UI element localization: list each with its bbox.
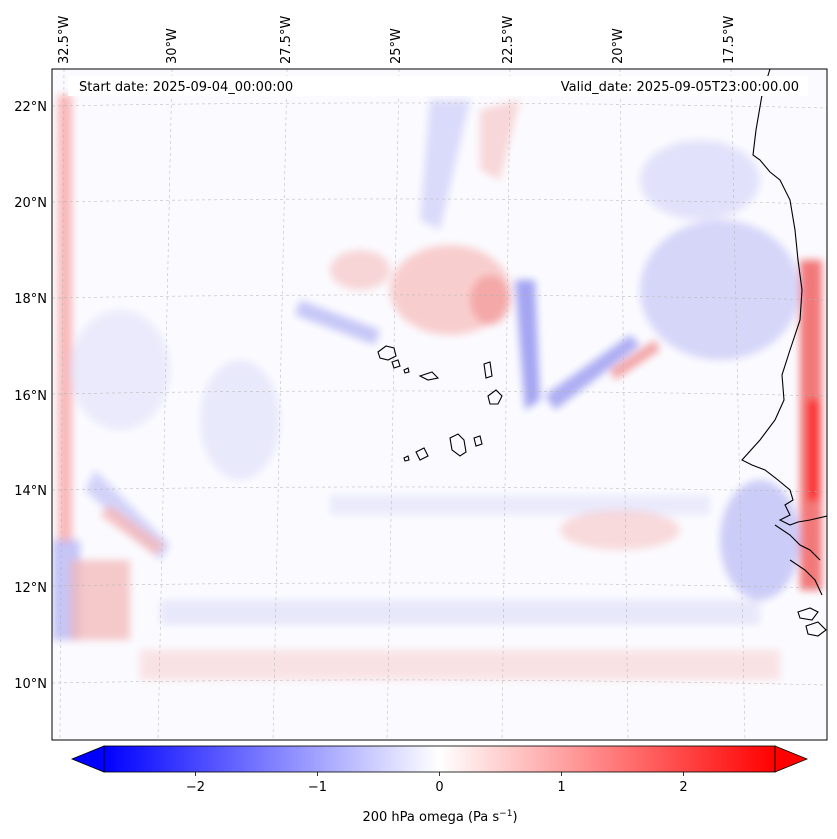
- omega-field: [52, 95, 822, 680]
- meridian-line: [730, 68, 746, 741]
- colorbar-tick-label: 0: [435, 780, 443, 795]
- parallel-line: [51, 294, 828, 301]
- colorbar-gradient: [103, 745, 776, 773]
- map-frame: [51, 68, 828, 741]
- lon-label: 32.5°W: [57, 16, 72, 64]
- colorbar-label: 200 hPa omega (Pa s−1): [362, 809, 517, 825]
- field-patch: [545, 335, 640, 410]
- colorbar-ticks: −2 −1 0 1 2: [186, 772, 688, 795]
- meridian-line: [59, 68, 65, 741]
- meridian-line: [157, 68, 173, 741]
- gridlines: [51, 68, 828, 741]
- island-santa-luzia: [403, 367, 410, 374]
- lon-label: 27.5°W: [279, 16, 294, 64]
- parallel-line: [51, 198, 828, 205]
- field-patch: [610, 340, 660, 380]
- lat-label: 10°N: [14, 677, 47, 692]
- lon-label: 30°W: [165, 28, 180, 64]
- lat-label: 12°N: [14, 581, 47, 596]
- lon-label: 25°W: [389, 28, 404, 64]
- field-patch: [58, 95, 72, 545]
- island-maio: [473, 435, 483, 447]
- island-santiago: [449, 433, 467, 457]
- latitude-labels: 22°N 20°N 18°N 16°N 14°N 12°N 10°N: [14, 100, 47, 692]
- field-patch: [640, 220, 800, 360]
- field-patch: [330, 250, 390, 290]
- island-sao-nicolau: [418, 371, 440, 381]
- field-patch: [200, 360, 280, 480]
- lat-label: 18°N: [14, 292, 47, 307]
- island-brava: [403, 455, 410, 462]
- valid-date-label: Valid_date: 2025-09-05T23:00:00.00: [561, 80, 799, 95]
- lat-label: 16°N: [14, 389, 47, 404]
- field-patch: [560, 510, 680, 550]
- lon-label: 20°W: [611, 28, 626, 64]
- colorbar-tick-label: −1: [308, 780, 327, 795]
- field-patch: [640, 140, 760, 220]
- field-patch: [515, 280, 540, 410]
- map-header-strip: [68, 76, 808, 96]
- parallel-line: [51, 102, 828, 109]
- colorbar-min-extend: [70, 745, 105, 773]
- parallel-line: [51, 486, 828, 493]
- bijagos-islands: [797, 607, 819, 621]
- colorbar-tick-label: 2: [679, 780, 687, 795]
- lon-label: 22.5°W: [501, 16, 516, 64]
- field-patch: [295, 300, 380, 345]
- parallel-line: [51, 390, 828, 397]
- field-patch: [720, 480, 800, 600]
- longitude-labels: 32.5°W 30°W 27.5°W 25°W 22.5°W 20°W 17.5…: [57, 16, 737, 64]
- island-santo-antao: [377, 345, 397, 361]
- island-sao-vicente: [391, 359, 401, 369]
- field-patch: [420, 100, 470, 230]
- colorbar-tick-label: 1: [557, 780, 565, 795]
- meridian-line: [501, 68, 511, 741]
- field-patch: [808, 400, 818, 500]
- lat-label: 14°N: [14, 484, 47, 499]
- lon-label: 17.5°W: [722, 16, 737, 64]
- island-fogo: [415, 447, 429, 461]
- field-patch: [330, 495, 710, 515]
- coastlines: [377, 69, 827, 637]
- colorbar-max-extend: [774, 745, 809, 773]
- lat-label: 22°N: [14, 100, 47, 115]
- field-patch: [470, 275, 510, 325]
- meridian-line: [386, 68, 400, 741]
- meridian-line: [272, 68, 288, 741]
- colorbar-tick-label: −2: [186, 780, 205, 795]
- field-patch: [70, 310, 170, 430]
- field-patch: [480, 100, 520, 180]
- field-patch: [100, 505, 165, 555]
- guinea-bissau-coastline: [789, 559, 823, 596]
- lat-label: 20°N: [14, 196, 47, 211]
- start-date-label: Start date: 2025-09-04_00:00:00: [79, 80, 293, 95]
- parallel-line: [51, 679, 828, 686]
- gambia-coastline: [774, 524, 821, 561]
- west-africa-coastline: [741, 69, 827, 526]
- field-patch: [160, 600, 760, 625]
- parallel-line: [51, 582, 828, 589]
- island-sal: [483, 361, 493, 379]
- meridian-line: [619, 68, 629, 741]
- field-patch: [70, 560, 130, 640]
- field-patch: [140, 650, 780, 680]
- island-boa-vista: [487, 389, 503, 405]
- bijagos-islands: [805, 621, 827, 637]
- colorbar: −2 −1 0 1 2 200 hPa omega (Pa s−1): [70, 745, 809, 825]
- map-panel: Start date: 2025-09-04_00:00:00 Valid_da…: [51, 68, 828, 741]
